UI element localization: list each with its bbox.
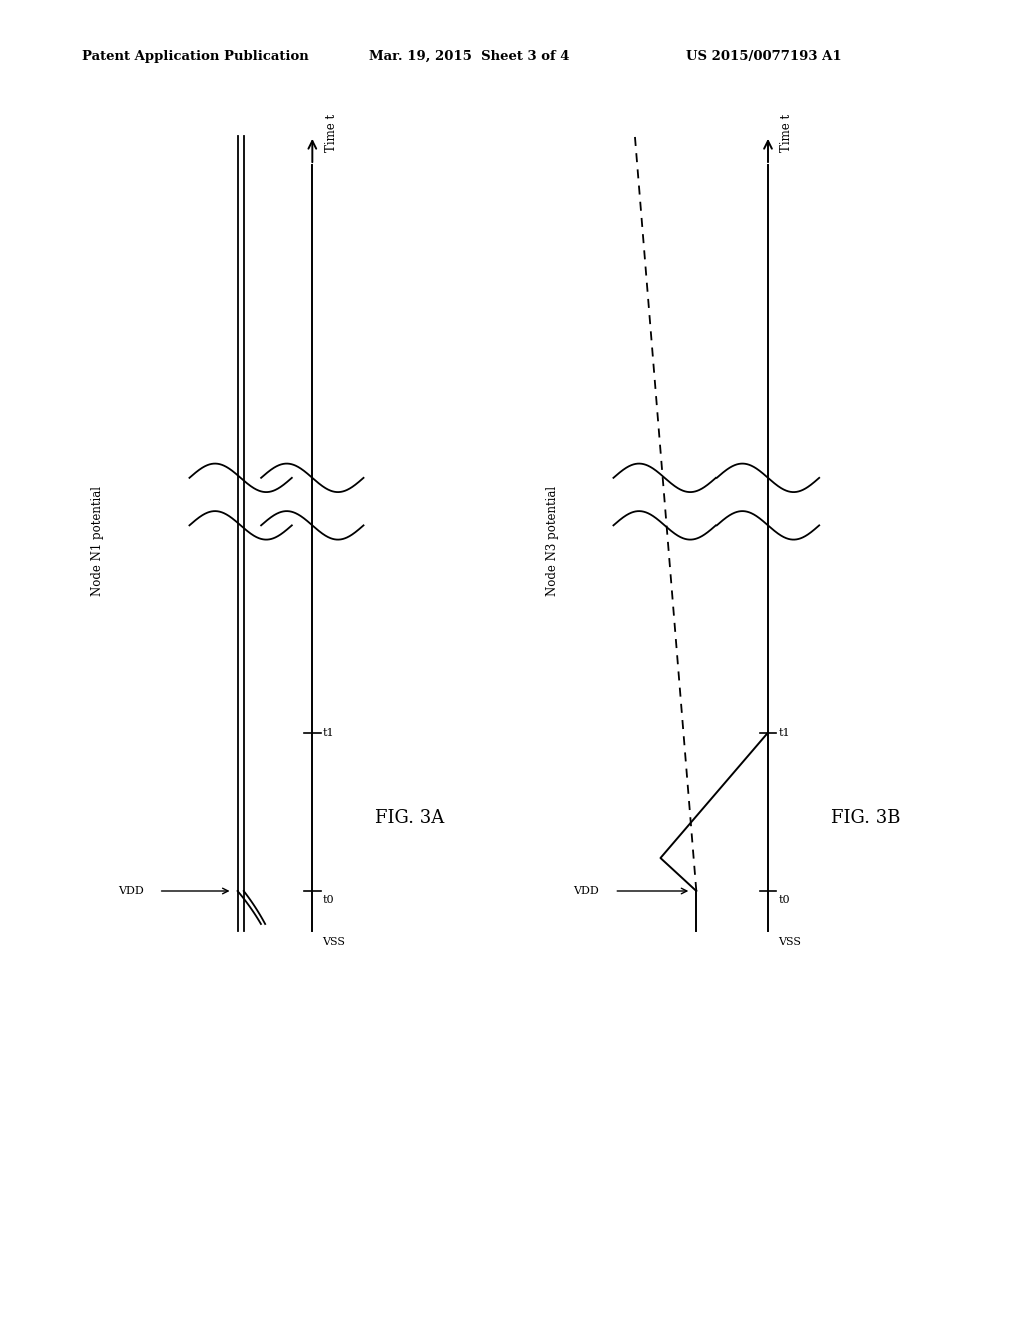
- Text: VDD: VDD: [118, 886, 143, 896]
- Text: US 2015/0077193 A1: US 2015/0077193 A1: [686, 50, 842, 63]
- Text: FIG. 3A: FIG. 3A: [375, 809, 444, 828]
- Text: t1: t1: [323, 727, 334, 738]
- Text: Time t: Time t: [325, 114, 338, 152]
- Text: Patent Application Publication: Patent Application Publication: [82, 50, 308, 63]
- Text: VDD: VDD: [573, 886, 599, 896]
- Text: Node N3 potential: Node N3 potential: [547, 486, 559, 597]
- Text: VSS: VSS: [323, 937, 345, 948]
- Text: Mar. 19, 2015  Sheet 3 of 4: Mar. 19, 2015 Sheet 3 of 4: [369, 50, 569, 63]
- Text: t0: t0: [778, 895, 790, 906]
- Text: Node N1 potential: Node N1 potential: [91, 486, 103, 597]
- Text: Time t: Time t: [780, 114, 794, 152]
- Text: VSS: VSS: [778, 937, 801, 948]
- Text: FIG. 3B: FIG. 3B: [830, 809, 900, 828]
- Text: t1: t1: [778, 727, 790, 738]
- Text: t0: t0: [323, 895, 334, 906]
